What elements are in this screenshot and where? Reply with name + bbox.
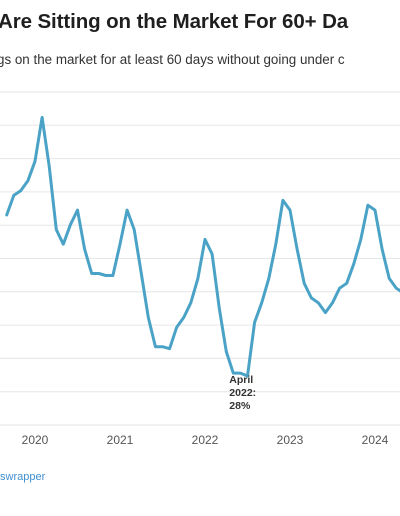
- chart-credit[interactable]: swrapper: [0, 471, 46, 483]
- x-tick-label: 2021: [107, 433, 134, 447]
- x-axis-labels: 2020 2021 2022 2023 2024: [22, 433, 389, 447]
- annotations: April 2022: 28%: [229, 374, 256, 412]
- x-tick-label: 2022: [192, 433, 219, 447]
- x-tick-label: 2020: [22, 433, 49, 447]
- series-lines: [5, 115, 400, 378]
- gridlines: [0, 91, 400, 426]
- chart-title: Are Sitting on the Market For 60+ Da: [0, 10, 349, 33]
- x-tick-label: 2024: [362, 433, 389, 447]
- series-line-0: [5, 115, 400, 378]
- x-tick-label: 2023: [277, 433, 304, 447]
- chart-subtitle: gs on the market for at least 60 days wi…: [0, 52, 345, 67]
- annotation-label: April 2022: 28%: [229, 374, 256, 412]
